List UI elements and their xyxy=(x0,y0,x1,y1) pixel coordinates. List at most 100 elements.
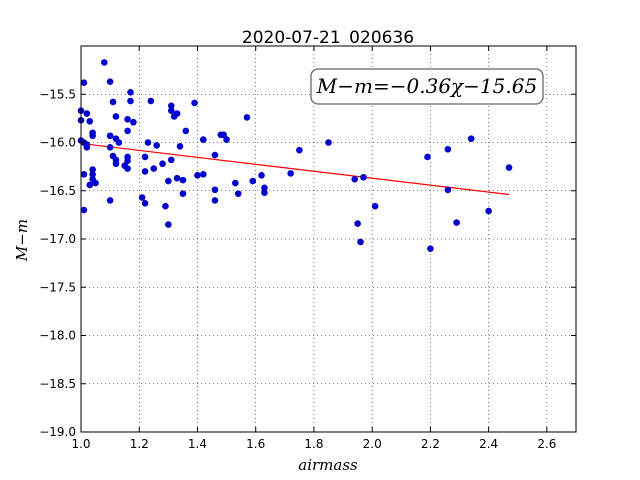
data-point xyxy=(162,202,169,210)
y-axis-label: M−m xyxy=(13,219,31,262)
data-point xyxy=(83,144,91,151)
data-point xyxy=(258,172,265,179)
data-point xyxy=(106,78,114,86)
points-group xyxy=(77,59,513,252)
data-point xyxy=(165,221,172,228)
data-point xyxy=(80,171,88,178)
data-point xyxy=(261,189,268,196)
x-tick-label: 1.0 xyxy=(71,437,90,451)
data-point xyxy=(109,98,117,106)
data-point xyxy=(127,97,134,105)
data-point xyxy=(444,186,452,194)
data-point xyxy=(147,97,155,105)
x-tick-label: 2.2 xyxy=(421,437,440,451)
x-tick-label: 2.0 xyxy=(363,437,382,451)
data-point xyxy=(354,220,361,227)
annotation-text: M−m=−0.36χ−15.65 xyxy=(316,74,537,98)
data-point xyxy=(176,143,184,150)
x-tick-label: 1.6 xyxy=(246,437,265,451)
data-point xyxy=(427,245,434,252)
chart-title: 2020-07-21_020636 xyxy=(242,28,414,48)
data-point xyxy=(92,179,99,187)
data-point xyxy=(86,181,94,189)
data-point xyxy=(424,153,431,161)
data-point xyxy=(83,110,91,117)
data-point xyxy=(357,238,364,246)
data-point xyxy=(144,139,152,146)
data-point xyxy=(191,99,198,107)
data-point xyxy=(159,160,166,168)
data-point xyxy=(444,145,452,153)
data-point xyxy=(153,142,161,149)
data-point xyxy=(360,173,367,181)
data-point xyxy=(124,165,131,172)
y-tick-label: −19.0 xyxy=(39,425,76,439)
data-point xyxy=(130,118,137,126)
data-point xyxy=(453,219,460,226)
data-point xyxy=(249,177,257,185)
data-point xyxy=(167,156,175,164)
x-axis-label: airmass xyxy=(298,456,358,474)
data-point xyxy=(86,117,94,125)
data-point xyxy=(223,136,230,143)
y-tick-label: −15.5 xyxy=(39,87,76,101)
x-tick-label: 2.4 xyxy=(479,437,498,451)
data-point xyxy=(141,168,149,175)
data-point xyxy=(141,153,149,161)
x-tick-label: 1.4 xyxy=(188,437,207,451)
data-point xyxy=(80,206,88,214)
data-point xyxy=(167,107,175,114)
data-point xyxy=(371,202,379,210)
data-point xyxy=(325,139,332,146)
fit-line xyxy=(86,143,510,196)
data-point xyxy=(112,160,120,168)
data-point xyxy=(150,165,158,172)
annotation-box: M−m=−0.36χ−15.65 xyxy=(310,68,544,105)
data-point xyxy=(100,59,108,66)
data-point xyxy=(167,102,175,110)
data-point xyxy=(179,190,187,197)
y-tick-label: −17.0 xyxy=(39,232,76,246)
data-point xyxy=(296,146,303,154)
data-point xyxy=(127,89,134,96)
y-tick-label: −18.0 xyxy=(39,329,76,343)
data-point xyxy=(124,127,131,135)
data-point xyxy=(106,144,114,151)
data-point xyxy=(165,177,172,185)
data-point xyxy=(89,171,96,178)
data-point xyxy=(211,197,219,204)
data-point xyxy=(485,207,492,215)
ticks-group: 1.0 1.2 1.4 1.6 1.8 2.0 2.2 2.4 2.6 −15.5 −16.0 −16… xyxy=(39,46,576,451)
y-tick-label: −17.5 xyxy=(39,280,76,294)
data-point xyxy=(124,153,131,161)
data-point xyxy=(194,172,201,179)
data-point xyxy=(211,151,219,159)
data-point xyxy=(182,127,190,135)
data-point xyxy=(243,114,251,121)
data-point xyxy=(232,179,239,187)
data-point xyxy=(234,190,242,197)
x-tick-label: 1.8 xyxy=(304,437,323,451)
data-point xyxy=(89,166,96,173)
data-point xyxy=(89,132,96,140)
data-point xyxy=(199,171,207,178)
y-tick-label: −16.0 xyxy=(39,136,76,150)
x-tick-label: 2.6 xyxy=(537,437,556,451)
data-point xyxy=(199,136,207,143)
data-point xyxy=(106,197,114,204)
data-point xyxy=(173,174,181,182)
data-point xyxy=(124,116,131,123)
y-tick-label: −16.5 xyxy=(39,184,76,198)
data-point xyxy=(467,135,475,142)
data-point xyxy=(80,79,88,86)
data-point xyxy=(106,132,114,140)
data-point xyxy=(351,175,359,183)
data-point xyxy=(211,186,219,194)
y-tick-label: −18.5 xyxy=(39,377,76,391)
data-point xyxy=(115,139,123,146)
fit-line-group xyxy=(86,143,510,196)
data-point xyxy=(179,176,187,184)
x-tick-label: 1.2 xyxy=(130,437,149,451)
data-point xyxy=(141,199,149,207)
